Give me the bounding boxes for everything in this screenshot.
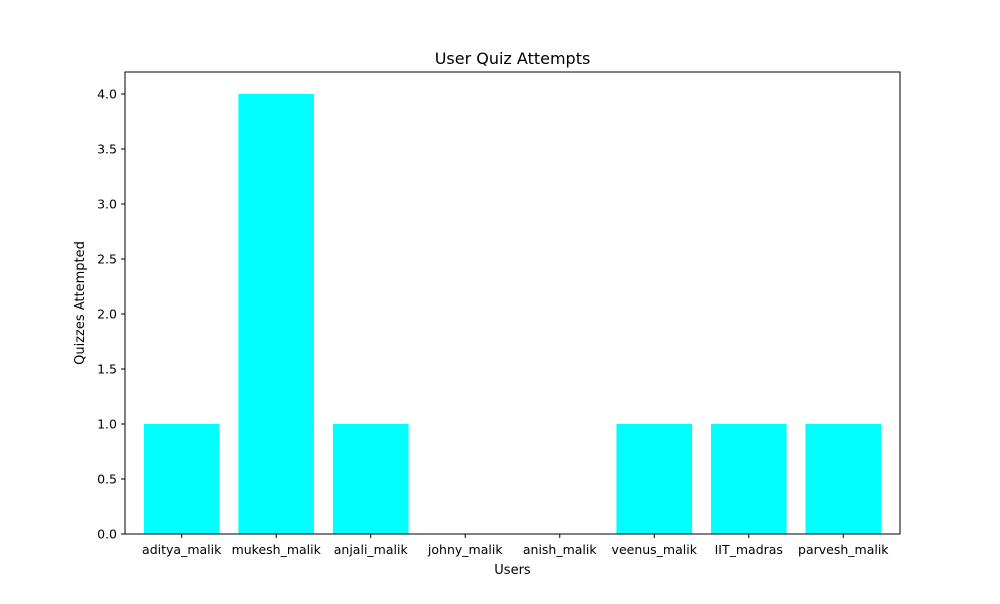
x-tick-label: anish_malik bbox=[523, 542, 598, 557]
plot-frame bbox=[124, 71, 901, 535]
y-tick-label: 1.5 bbox=[97, 362, 117, 377]
x-tick-label: johny_malik bbox=[427, 542, 503, 557]
y-tick-label: 4.0 bbox=[97, 87, 117, 102]
bar-anjali_malik bbox=[332, 424, 409, 534]
bar-veenus_malik bbox=[616, 424, 693, 534]
x-tick-label: aditya_malik bbox=[142, 542, 222, 557]
bar-aditya_malik bbox=[143, 424, 220, 534]
bar-parvesh_malik bbox=[805, 424, 882, 534]
y-tick-label: 1.0 bbox=[97, 417, 117, 432]
y-tick-label: 3.5 bbox=[97, 142, 117, 157]
y-tick-label: 0.0 bbox=[97, 527, 117, 542]
chart-title: User Quiz Attempts bbox=[435, 49, 591, 68]
bar-IIT_madras bbox=[710, 424, 787, 534]
bars-group bbox=[143, 94, 882, 534]
y-tick-label: 3.0 bbox=[97, 197, 117, 212]
x-tick-label: IIT_madras bbox=[715, 542, 783, 557]
x-axis-label: Users bbox=[494, 563, 531, 578]
y-tick-label: 2.5 bbox=[97, 252, 117, 267]
y-tick-label: 0.5 bbox=[97, 472, 117, 487]
x-tick-label: mukesh_malik bbox=[232, 542, 322, 557]
x-tick-label: anjali_malik bbox=[334, 542, 409, 557]
bar-mukesh_malik bbox=[238, 94, 315, 534]
y-axis-ticks: 0.0 0.5 1.0 1.5 2.0 2.5 3.0 3.5 4.0 bbox=[97, 87, 125, 542]
x-tick-label: veenus_malik bbox=[612, 542, 698, 557]
y-tick-label: 2.0 bbox=[97, 307, 117, 322]
x-tick-label: parvesh_malik bbox=[798, 542, 889, 557]
x-axis-ticks: aditya_malik mukesh_malik anjali_malik john… bbox=[142, 534, 889, 557]
y-axis-label: Quizzes Attempted bbox=[73, 241, 88, 365]
